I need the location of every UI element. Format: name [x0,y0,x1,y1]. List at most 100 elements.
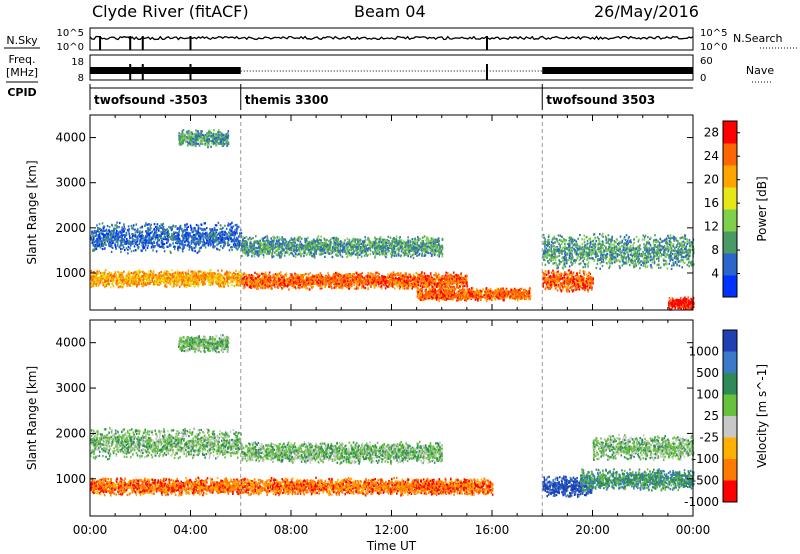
heatmap-cell [141,234,143,237]
heatmap-cell [184,240,187,243]
heatmap-cell [298,249,301,252]
heatmap-cell [145,240,147,243]
heatmap-cell [332,250,334,253]
heatmap-cell [91,278,94,281]
heatmap-cell [301,246,304,249]
heatmap-cell [206,241,208,244]
heatmap-cell [216,136,218,140]
heatmap-cell [372,242,374,245]
heatmap-cell [245,253,247,256]
heatmap-cell [130,250,133,253]
heatmap-cell [237,245,240,249]
heatmap-cell [244,240,247,243]
heatmap-cell [188,284,191,287]
heatmap-cell [258,240,260,243]
heatmap-cell [97,284,100,287]
heatmap-cell [440,251,443,254]
heatmap-cell [281,246,283,249]
heatmap-cell [107,233,109,236]
heatmap-cell [130,242,132,245]
heatmap-cell [238,240,240,243]
heatmap-cell [258,243,260,246]
heatmap-cell [127,272,130,275]
heatmap-cell [222,226,224,229]
heatmap-cell [281,236,283,239]
heatmap-cell [239,278,241,281]
heatmap-cell [371,246,374,249]
heatmap-cell [333,243,336,246]
heatmap-cell [369,280,371,283]
heatmap-cell [178,234,180,237]
heatmap-cell [190,275,192,278]
heatmap-cell [205,227,208,230]
heatmap-cell [307,248,309,252]
heatmap-cell [421,253,423,256]
heatmap-cell [206,139,208,142]
heatmap-cell [211,240,214,243]
heatmap-cell [337,254,339,257]
heatmap-cell [184,243,187,246]
heatmap-cell [187,243,189,246]
heatmap-cell [404,253,406,256]
heatmap-cell [130,227,133,230]
heatmap-cell [163,279,165,282]
heatmap-cell [164,236,167,239]
heatmap-cell [185,137,187,140]
heatmap-cell [151,237,153,240]
heatmap-cell [186,144,189,147]
heatmap-cell [162,280,164,283]
heatmap-cell [440,248,443,251]
heatmap-cell [216,229,218,232]
heatmap-cell [209,270,211,273]
heatmap-cell [422,244,425,247]
heatmap-cell [160,223,163,226]
heatmap-cell [416,239,418,242]
heatmap-cell [435,239,437,242]
heatmap-cell [181,227,183,230]
heatmap-cell [244,251,246,254]
heatmap-cell [278,242,281,245]
heatmap-cell [115,224,118,227]
heatmap-cell [272,241,274,244]
heatmap-cell [208,234,211,237]
heatmap-cell [179,274,182,277]
heatmap-cell [182,229,185,232]
heatmap-cell [178,240,180,243]
heatmap-cell [234,276,236,279]
heatmap-cell [198,279,200,282]
heatmap-cell [397,252,400,255]
heatmap-cell [139,240,141,243]
heatmap-cell [441,238,444,241]
heatmap-cell [95,276,98,279]
heatmap-cell [420,241,422,244]
heatmap-cell [152,276,154,280]
heatmap-cell [361,247,364,251]
heatmap-cell [262,238,264,241]
heatmap-cell [122,244,124,247]
heatmap-cell [183,244,185,247]
heatmap-cell [196,273,199,276]
heatmap-cell [124,281,126,284]
heatmap-cell [129,280,131,283]
heatmap-cell [195,139,197,142]
heatmap-cell [333,250,335,253]
heatmap-cell [201,133,204,136]
heatmap-cell [206,233,208,236]
heatmap-cell [179,239,182,242]
heatmap-cell [395,253,398,256]
heatmap-cell [221,133,224,136]
heatmap-cell [210,275,213,279]
heatmap-cell [217,238,219,241]
heatmap-cell [421,252,423,255]
heatmap-cell [186,234,188,237]
heatmap-cell [308,250,310,253]
heatmap-cell [306,252,309,255]
heatmap-cell [308,249,310,252]
heatmap-cell [172,234,174,237]
heatmap-cell [111,282,114,285]
heatmap-cell [278,236,281,239]
heatmap-cell [347,241,349,244]
heatmap-cell [192,143,194,146]
heatmap-cell [213,241,215,244]
heatmap-cell [431,253,433,256]
